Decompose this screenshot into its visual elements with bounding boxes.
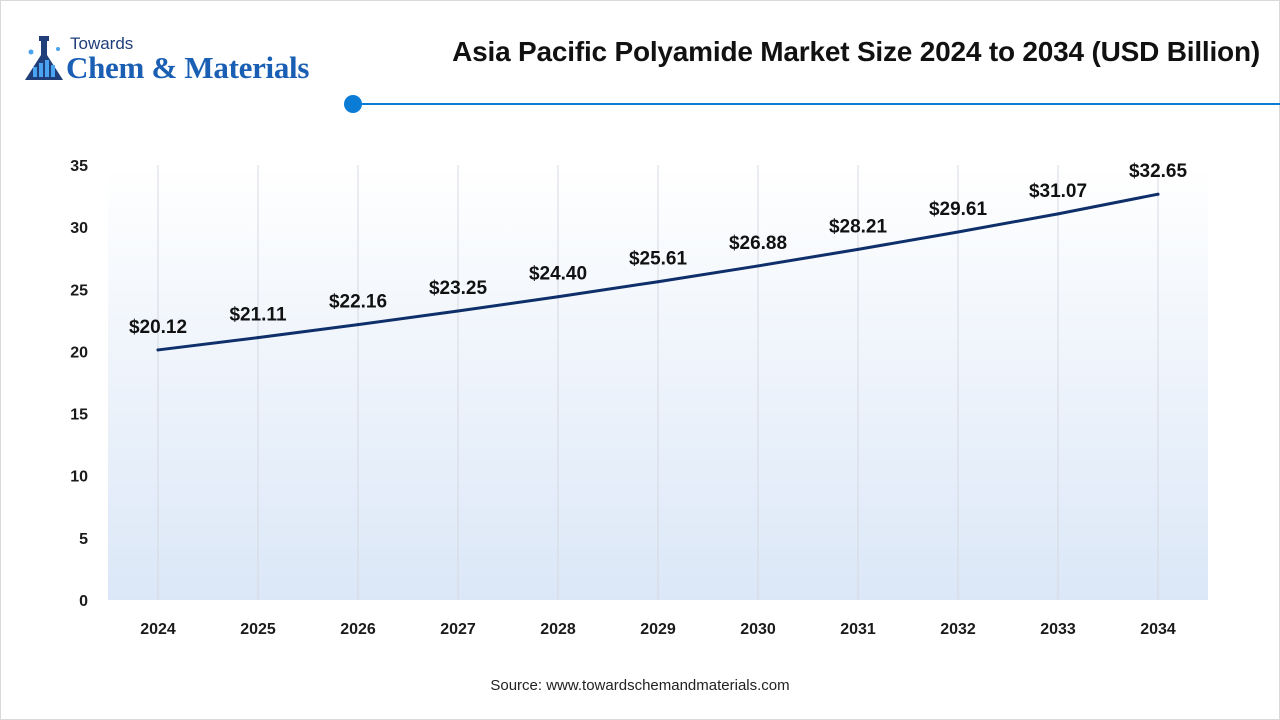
x-tick-label: 2028	[540, 621, 576, 638]
data-point-2029	[656, 280, 660, 284]
x-tick-label: 2024	[140, 621, 176, 638]
data-label-2025: $21.11	[229, 305, 286, 326]
data-point-2032	[956, 230, 960, 234]
x-tick-label: 2031	[840, 621, 876, 638]
data-label-2033: $31.07	[1029, 181, 1087, 202]
data-point-2024	[156, 348, 160, 352]
y-tick-label: 30	[70, 220, 88, 237]
data-point-2033	[1056, 212, 1060, 216]
data-label-2024: $20.12	[129, 317, 187, 338]
y-tick-label: 10	[70, 469, 88, 486]
brand-logo: Towards Chem & Materials	[22, 34, 342, 94]
data-point-2034	[1156, 192, 1160, 196]
y-axis-ticks: 0 5 10 15 20 25 30 35	[70, 158, 88, 610]
brand-top-text: Towards	[70, 34, 134, 53]
x-tick-label: 2027	[440, 621, 476, 638]
chart-title: Asia Pacific Polyamide Market Size 2024 …	[452, 36, 1260, 67]
y-tick-label: 15	[70, 407, 88, 424]
title-underline	[344, 95, 1280, 113]
data-point-2027	[456, 309, 460, 313]
x-tick-label: 2026	[340, 621, 376, 638]
y-tick-label: 25	[70, 282, 88, 299]
y-tick-label: 0	[79, 593, 88, 610]
x-tick-label: 2030	[740, 621, 776, 638]
data-point-2030	[756, 264, 760, 268]
data-label-2034: $32.65	[1129, 161, 1188, 182]
data-point-2026	[356, 323, 360, 327]
brand-main-text: Chem & Materials	[66, 50, 310, 85]
title-underline-dot	[344, 95, 362, 113]
x-tick-label: 2032	[940, 621, 976, 638]
data-label-2032: $29.61	[929, 199, 988, 220]
data-point-2028	[556, 295, 560, 299]
data-label-2030: $26.88	[729, 233, 787, 254]
source-note: Source: www.towardschemandmaterials.com	[490, 677, 790, 694]
series	[156, 192, 1160, 352]
data-label-2029: $25.61	[629, 249, 688, 270]
y-tick-label: 35	[70, 158, 88, 175]
y-tick-label: 5	[79, 531, 88, 548]
x-tick-label: 2025	[240, 621, 276, 638]
data-label-2031: $28.21	[829, 216, 888, 237]
data-label-2027: $23.25	[429, 278, 488, 299]
y-tick-label: 20	[70, 344, 88, 361]
x-tick-label: 2029	[640, 621, 676, 638]
x-tick-label: 2034	[1140, 621, 1176, 638]
data-point-2031	[856, 247, 860, 251]
flask-icon	[25, 36, 63, 80]
data-point-2025	[256, 336, 260, 340]
x-axis-ticks: 2024 2025 2026 2027 2028 2029 2030 2031 2032 2033…	[140, 621, 1176, 638]
data-label-2028: $24.40	[529, 264, 587, 285]
data-label-2026: $22.16	[329, 292, 387, 313]
data-labels: $20.12 $21.11 $22.16 $23.25 $24.40 $25.61 $26.…	[129, 161, 1188, 338]
x-tick-label: 2033	[1040, 621, 1076, 638]
grid-lines	[157, 165, 1159, 600]
